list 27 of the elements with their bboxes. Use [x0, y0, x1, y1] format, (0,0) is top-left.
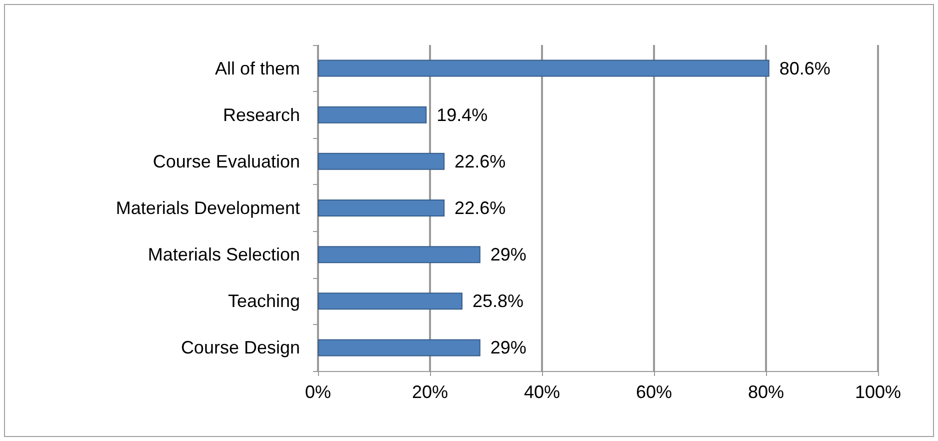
data-label: 22.6%	[454, 198, 506, 218]
y-tick-label: Course Design	[180, 338, 300, 358]
bar	[318, 246, 480, 264]
y-tick-label: Materials Development	[116, 198, 300, 218]
x-tick-label: 100%	[854, 382, 902, 402]
bar	[318, 60, 770, 77]
bar	[318, 106, 427, 124]
x-tick-label: 60%	[636, 382, 672, 402]
data-label: 25.8%	[472, 291, 524, 312]
x-tick-label: 80%	[748, 382, 784, 402]
data-label: 80.6%	[779, 58, 830, 78]
y-tick-label: Research	[222, 104, 300, 125]
y-tick-label: Course Evaluation	[152, 151, 300, 172]
bar	[318, 292, 462, 310]
bar	[318, 339, 480, 356]
y-tick-label: Materials Selection	[148, 244, 300, 265]
x-tick-label: 20%	[412, 382, 448, 402]
y-tick-label: All of them	[214, 58, 300, 78]
data-label: 22.6%	[454, 151, 506, 172]
data-label: 29%	[490, 338, 526, 358]
data-label: 19.4%	[436, 104, 488, 125]
x-tick-label: 40%	[524, 382, 560, 402]
data-label: 29%	[490, 244, 526, 265]
y-tick-label: Teaching	[228, 291, 300, 312]
bar	[318, 200, 445, 216]
x-tick-label: 0%	[304, 382, 332, 402]
bar	[318, 152, 445, 170]
